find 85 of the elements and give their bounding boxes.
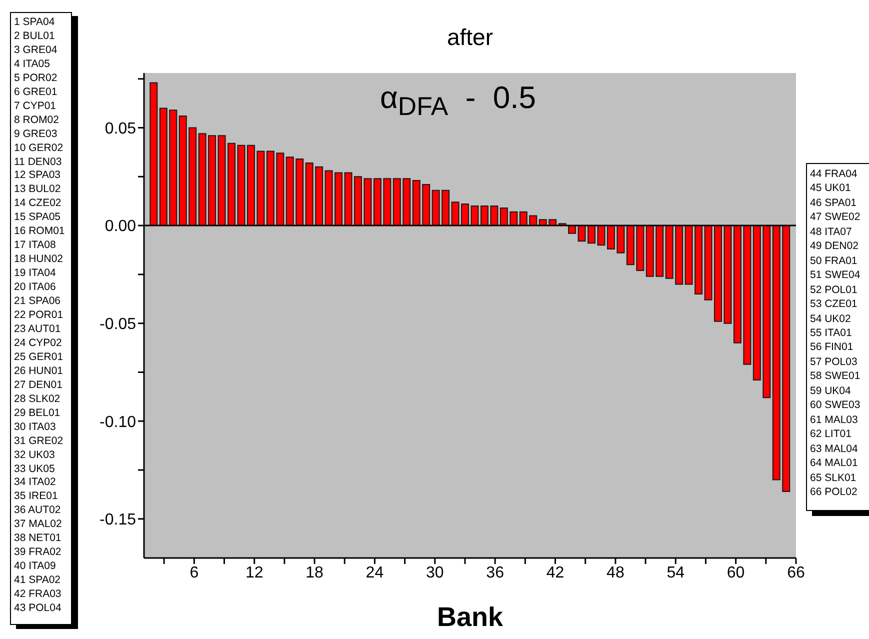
text: 46 SPA01 xyxy=(809,196,858,210)
text: 33 UK05 xyxy=(13,462,56,476)
text: 31 GRE02 xyxy=(13,434,64,449)
text: 16 ROM01 xyxy=(13,225,66,240)
text: 48 ITA07 xyxy=(809,224,853,240)
text: 62 LIT01 xyxy=(809,427,852,442)
text: 26 HUN01 xyxy=(13,364,64,379)
text: 4 ITA05 xyxy=(13,58,51,72)
text: 24 CYP02 xyxy=(13,336,63,351)
text: 61 MAL03 xyxy=(809,412,859,428)
text: 14 CZE02 xyxy=(13,197,62,212)
text: 17 ITA08 xyxy=(13,239,57,254)
text: 43 POL04 xyxy=(13,602,62,616)
text: 52 POL01 xyxy=(809,282,858,298)
text: 13 BUL02 xyxy=(13,183,62,198)
text: 7 CYP01 xyxy=(13,100,58,114)
x-tick-label: 36 xyxy=(486,564,504,582)
x-tick-label: 42 xyxy=(546,564,564,582)
x-tick-label: 18 xyxy=(306,564,324,582)
text: 32 UK03 xyxy=(13,448,56,462)
x-tick-label: 30 xyxy=(426,564,444,582)
text: 58 SWE01 xyxy=(809,369,862,384)
text: 37 MAL02 xyxy=(13,518,63,532)
text: 1 SPA04 xyxy=(13,16,56,30)
chart-title: after xyxy=(446,24,494,51)
x-tick-label: 48 xyxy=(606,564,624,582)
text: 35 IRE01 xyxy=(13,490,59,504)
text: 23 AUT01 xyxy=(13,322,62,337)
y-tick-label: -0.15 xyxy=(100,512,136,529)
text: 28 SLK02 xyxy=(13,392,62,407)
text: 21 SPA06 xyxy=(13,295,62,310)
text: 20 ITA06 xyxy=(13,281,57,296)
text: 6 GRE01 xyxy=(13,86,58,100)
x-tick-label: 24 xyxy=(366,564,384,582)
y-tick-label: -0.10 xyxy=(100,414,136,431)
text: 10 GER02 xyxy=(13,142,64,156)
text: 49 DEN02 xyxy=(809,239,860,254)
text: 66 POL02 xyxy=(809,484,858,500)
y-tick-label: -0.05 xyxy=(100,316,136,334)
x-tick-label: 6 xyxy=(190,564,199,582)
text: 63 MAL04 xyxy=(809,442,859,456)
text: 45 UK01 xyxy=(809,181,852,196)
x-tick-label: 60 xyxy=(726,564,745,582)
x-tick-label: 66 xyxy=(787,564,805,582)
text: 34 ITA02 xyxy=(13,476,57,490)
text: 18 HUN02 xyxy=(13,253,64,268)
text: 29 BEL01 xyxy=(13,406,62,421)
x-tick-label: 12 xyxy=(245,564,264,582)
text: 53 CZE01 xyxy=(809,297,858,312)
text: 40 ITA09 xyxy=(13,560,57,574)
text: 22 POR01 xyxy=(13,309,64,323)
text: 57 POL03 xyxy=(809,354,858,370)
text: 5 POR02 xyxy=(13,72,58,86)
text: 41 SPA02 xyxy=(13,574,62,588)
text: 27 DEN01 xyxy=(13,378,64,393)
text: 36 AUT02 xyxy=(13,504,62,518)
text: 47 SWE02 xyxy=(809,210,862,225)
text: 38 NET01 xyxy=(13,532,62,546)
text: 25 GER01 xyxy=(13,350,64,365)
text: 42 FRA03 xyxy=(13,588,62,602)
text: 19 ITA04 xyxy=(13,267,57,282)
annotation: α$_{DFA}$ - 0.5 xyxy=(380,80,536,122)
text: 51 SWE04 xyxy=(809,268,862,283)
text: 54 UK02 xyxy=(809,312,852,326)
text: 8 ROM02 xyxy=(13,114,60,128)
text: 44 FRA04 xyxy=(809,167,858,182)
text: 2 BUL01 xyxy=(13,30,56,44)
text: 12 SPA03 xyxy=(13,169,62,184)
y-tick-label: 0.00 xyxy=(104,218,136,236)
text: 50 FRA01 xyxy=(809,254,858,268)
text: 59 UK04 xyxy=(809,384,852,398)
text: 65 SLK01 xyxy=(809,470,858,485)
text: 64 MAL01 xyxy=(809,456,859,471)
text: 9 GRE03 xyxy=(13,128,58,142)
text: 56 FIN01 xyxy=(809,340,854,355)
x-axis-title: Bank xyxy=(436,602,504,633)
y-tick-label: 0.05 xyxy=(104,120,136,138)
x-tick-label: 54 xyxy=(666,564,685,582)
text: 3 GRE04 xyxy=(13,44,58,58)
text: 60 SWE03 xyxy=(809,398,862,413)
text: 39 FRA02 xyxy=(13,546,62,560)
text: 30 ITA03 xyxy=(13,420,57,435)
text: 15 SPA05 xyxy=(13,211,62,226)
text: 11 DEN03 xyxy=(13,156,63,170)
text: 55 ITA01 xyxy=(809,326,853,340)
